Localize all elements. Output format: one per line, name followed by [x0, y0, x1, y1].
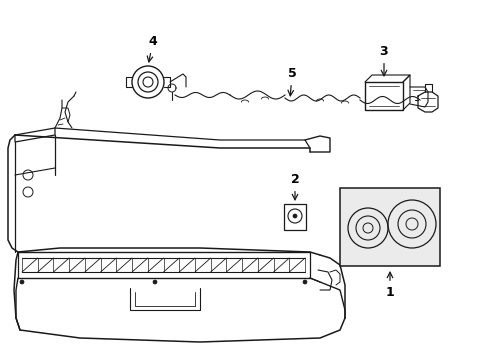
Circle shape [292, 214, 296, 218]
Circle shape [20, 280, 24, 284]
Text: 2: 2 [290, 173, 299, 200]
Text: 5: 5 [287, 67, 296, 96]
Bar [339, 188, 439, 266]
Circle shape [153, 280, 157, 284]
Text: 1: 1 [385, 272, 393, 299]
Text: 3: 3 [379, 45, 387, 76]
Bar [284, 204, 305, 230]
Bar [364, 82, 402, 110]
Text: 4: 4 [147, 35, 157, 62]
Circle shape [303, 280, 306, 284]
